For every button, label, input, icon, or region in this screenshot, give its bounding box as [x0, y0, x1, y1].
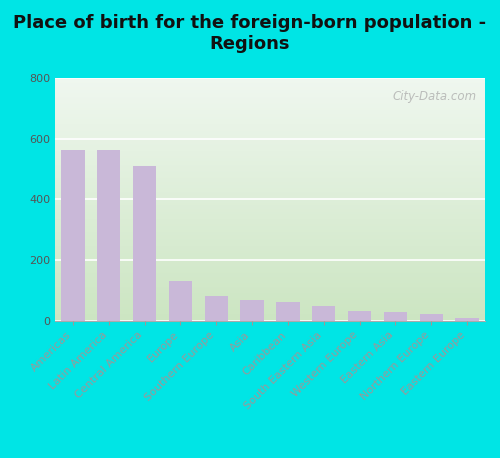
- Bar: [133, 166, 156, 321]
- Bar: [62, 150, 84, 321]
- Bar: [384, 312, 407, 321]
- Bar: [348, 311, 371, 321]
- Text: Place of birth for the foreign-born population -
Regions: Place of birth for the foreign-born popu…: [14, 14, 486, 53]
- Bar: [420, 314, 443, 321]
- Bar: [276, 302, 299, 321]
- Bar: [456, 318, 478, 321]
- Bar: [312, 306, 336, 321]
- Bar: [204, 296, 228, 321]
- Bar: [240, 300, 264, 321]
- Text: City-Data.com: City-Data.com: [392, 90, 476, 103]
- Bar: [169, 281, 192, 321]
- Bar: [97, 150, 120, 321]
